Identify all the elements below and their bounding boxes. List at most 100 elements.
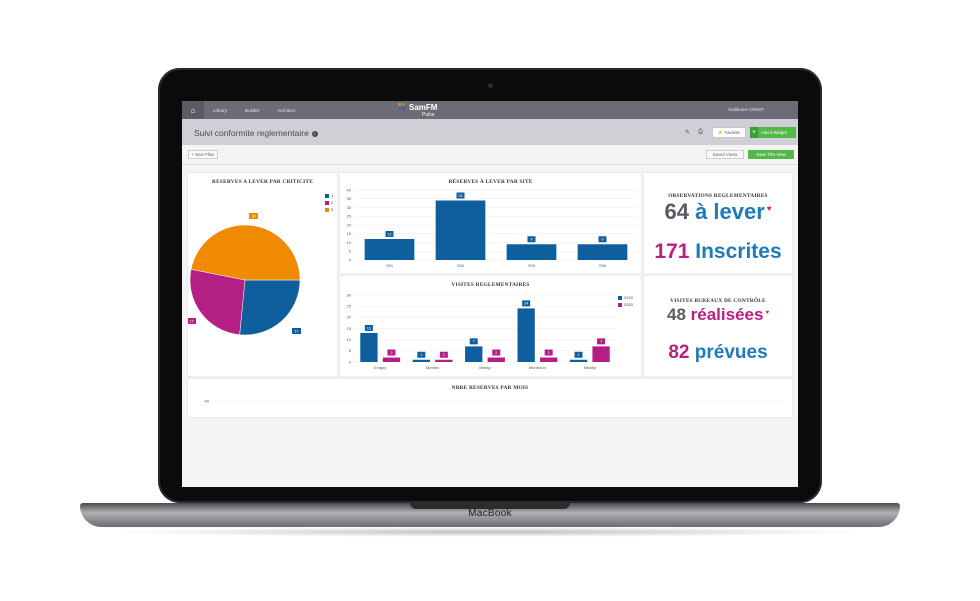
visites-title: VISITES REGLEMENTAIRES <box>451 282 530 288</box>
kpi-inscrites-word: Inscrites <box>695 240 782 263</box>
x-tick-label: S03 <box>528 263 536 268</box>
pie-slice-1 <box>239 279 301 336</box>
x-tick-label: S02 <box>457 263 465 268</box>
device-label: MacBook <box>468 508 512 519</box>
kpi-realisees-word: réalisées <box>690 305 764 324</box>
pie-title: RESERVES A LEVER PAR CRITICITE <box>212 179 313 185</box>
bar-data-label-bg <box>574 351 583 358</box>
new-filter-button[interactable]: + New Filter <box>188 150 218 159</box>
kpi-prevues: 82 prévues <box>644 342 792 364</box>
y-tick-label: 30 <box>347 292 352 297</box>
y-tick-label: 0 <box>349 359 352 364</box>
bar <box>517 308 535 362</box>
app-screen: ⌂ Library Builder Architect SamFM Pulse … <box>182 101 798 487</box>
pie-legend-3: 3 <box>325 207 333 212</box>
top-nav: ⌂ Library Builder Architect SamFM Pulse … <box>182 101 798 119</box>
bar <box>435 359 453 362</box>
mois-title: NBRE RESERVES PAR MOIS <box>451 385 529 391</box>
bar-data-label-bg <box>598 236 607 243</box>
kpi-prevues-num: 82 <box>668 342 690 363</box>
bar-data-label-bg <box>456 192 465 199</box>
bar-data-label: 2 <box>548 351 550 355</box>
add-widget-label: Add a Widget <box>761 130 787 135</box>
pie-data-label-bg <box>292 328 301 334</box>
pie-data-label-bg <box>188 318 196 324</box>
bar-data-label-bg <box>364 324 373 331</box>
kpi-realisees: 48 réalisées ♥ <box>644 305 792 325</box>
bar-site-panel: RÉSERVES À LEVER PAR SITE 0 5 10 15 20 25 30 35… <box>339 172 642 274</box>
bar-data-label: 1 <box>420 353 422 357</box>
bar-data-label-bg <box>544 349 553 356</box>
bar-data-label: 24 <box>524 302 528 306</box>
y-tick-label: 25 <box>347 214 352 219</box>
x-tick-label: Messy <box>479 365 491 370</box>
y-tick-label: 5 <box>349 348 352 353</box>
observations-title: OBSERVATIONS REGLEMENTAIRES <box>668 193 768 199</box>
visites-legend-2019: 2019 <box>618 295 633 300</box>
y-tick-label: 40 <box>205 398 210 403</box>
pie-legend-1: 1 <box>325 193 333 198</box>
visites-chart: 0 5 10 15 20 25 30 Evigny 13 2 Mentes 1 1 Messy 7 2 Monf… <box>347 292 616 370</box>
bar <box>360 332 378 362</box>
user-name[interactable]: Guillaume CREST <box>728 107 764 112</box>
nav-link-library[interactable]: Library <box>213 107 228 113</box>
bar-data-label: 13 <box>367 326 371 330</box>
bar-data-label-bg <box>439 351 448 358</box>
x-tick-label: Evigny <box>374 365 386 370</box>
y-tick-label: 40 <box>347 187 352 192</box>
bureaux-title: VISITES BUREAUX DE CONTRÔLE <box>670 298 766 304</box>
visites-panel: VISITES REGLEMENTAIRES 2019 2020 0 5 10 15 2… <box>339 275 642 377</box>
y-tick-label: 0 <box>349 257 352 262</box>
bar-data-label-bg <box>385 231 394 237</box>
brand-sub: Pulse <box>422 112 435 118</box>
y-tick-label: 10 <box>347 240 352 245</box>
bar <box>540 357 558 362</box>
bar-data-label: 2 <box>495 351 497 355</box>
x-tick-label: S01 <box>386 263 394 268</box>
pie-panel: RESERVES A LEVER PAR CRITICITE 1 2 3 17 1… <box>187 172 338 377</box>
bar-data-label-bg <box>492 349 501 356</box>
pie-data-label-bg <box>249 213 258 219</box>
bar-site-title: RÉSERVES À LEVER PAR SITE <box>448 179 533 185</box>
bar-data-label: 9 <box>531 238 533 242</box>
home-icon[interactable]: ⌂ <box>182 101 204 119</box>
nav-link-architect[interactable]: Architect <box>277 107 296 113</box>
heart-icon: ♥ <box>766 204 772 213</box>
bar-data-label: 1 <box>443 353 445 357</box>
bar-data-label: 1 <box>578 353 580 357</box>
mois-chart: 40 <box>205 398 784 403</box>
brand-logo[interactable]: SamFM Pulse <box>398 103 437 118</box>
saved-views-select[interactable]: Saved Views <box>706 150 744 159</box>
bar <box>577 244 628 260</box>
bar-data-label: 9 <box>602 238 604 242</box>
add-widget-button[interactable]: + Add a Widget <box>750 127 796 138</box>
nav-link-builder[interactable]: Builder <box>245 107 260 113</box>
kpi-realisees-num: 48 <box>666 305 686 324</box>
bar <box>435 200 486 260</box>
pencil-icon[interactable]: ✎ <box>685 130 691 136</box>
kpi-lever-word: à lever <box>695 199 765 224</box>
camera-icon <box>488 83 493 88</box>
y-tick-label: 20 <box>347 222 352 227</box>
y-tick-label: 15 <box>347 326 352 331</box>
x-tick-label: S06 <box>599 263 607 268</box>
info-icon[interactable]: i <box>311 131 318 137</box>
favorite-button[interactable]: ★ Favorite <box>712 127 746 138</box>
x-tick-label: Monfuron <box>529 365 546 370</box>
bar <box>412 359 430 362</box>
laptop-notch <box>410 503 570 509</box>
brand-dots-icon <box>398 103 407 112</box>
bar-data-label-bg <box>597 338 606 345</box>
bar <box>487 357 505 362</box>
pie-data-label: 17 <box>295 330 299 334</box>
bar <box>592 346 610 362</box>
print-icon[interactable]: ⎙ <box>698 129 703 135</box>
x-tick-label: Mentes <box>426 365 439 370</box>
y-tick-label: 35 <box>347 196 352 201</box>
save-view-button[interactable]: Save This View <box>748 150 794 159</box>
kpi-inscrites-num: 171 <box>654 240 690 263</box>
y-tick-label: 25 <box>347 303 352 308</box>
bar-data-label: 34 <box>459 194 463 198</box>
pie-legend-2: 2 <box>325 200 333 205</box>
